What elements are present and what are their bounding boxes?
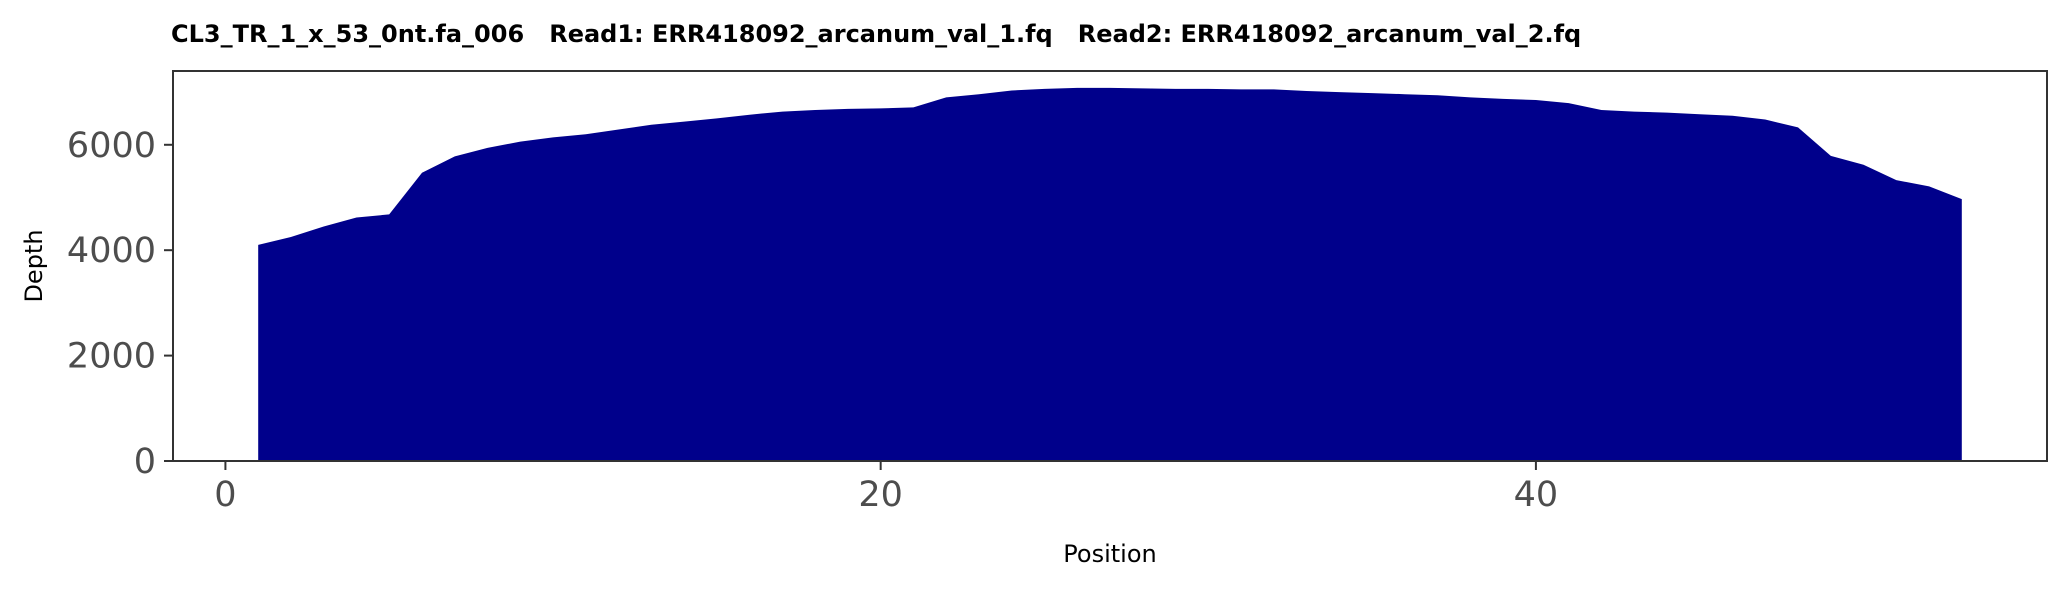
depth-area [258, 87, 1962, 462]
y-axis: 0 2000 4000 6000 [67, 126, 173, 482]
x-axis-label: Position [1063, 540, 1156, 568]
x-tick-label: 20 [858, 475, 903, 515]
plot-panel-border [172, 70, 2048, 462]
y-tick-label: 6000 [67, 126, 156, 166]
y-tick-label: 4000 [67, 231, 156, 271]
x-tick-label: 0 [214, 475, 236, 515]
y-axis-label: Depth [20, 229, 48, 302]
area-layer [258, 87, 1962, 462]
y-tick-label: 2000 [67, 337, 156, 377]
x-axis: 0 20 40 [214, 461, 1558, 515]
y-tick-label: 0 [134, 442, 156, 482]
chart-title: CL3_TR_1_x_53_0nt.fa_006 Read1: ERR41809… [171, 20, 1581, 48]
x-tick-label: 40 [1514, 475, 1559, 515]
